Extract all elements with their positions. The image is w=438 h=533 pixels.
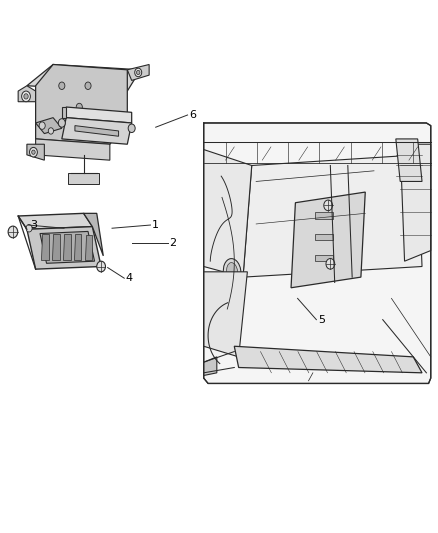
Text: 1: 1	[152, 220, 159, 230]
Bar	[68, 173, 99, 184]
Circle shape	[48, 128, 53, 134]
Circle shape	[135, 68, 142, 77]
Polygon shape	[291, 192, 365, 288]
Polygon shape	[40, 231, 95, 263]
Ellipse shape	[226, 263, 238, 281]
Circle shape	[58, 119, 65, 127]
Circle shape	[128, 124, 135, 133]
Polygon shape	[127, 64, 149, 80]
Polygon shape	[75, 126, 119, 136]
Circle shape	[137, 70, 140, 75]
Circle shape	[29, 148, 37, 157]
Polygon shape	[62, 118, 132, 144]
Circle shape	[21, 91, 30, 102]
Circle shape	[85, 82, 91, 90]
Text: 2: 2	[170, 238, 177, 247]
Polygon shape	[243, 155, 422, 277]
Bar	[315, 212, 332, 219]
Circle shape	[326, 259, 335, 269]
Text: 6: 6	[189, 110, 196, 120]
Circle shape	[32, 150, 35, 155]
Bar	[315, 233, 332, 240]
Polygon shape	[85, 235, 92, 260]
Polygon shape	[74, 235, 81, 260]
Polygon shape	[66, 107, 132, 123]
Circle shape	[97, 261, 106, 272]
Polygon shape	[41, 234, 49, 260]
Polygon shape	[62, 107, 66, 118]
Polygon shape	[35, 139, 110, 160]
Ellipse shape	[223, 259, 241, 285]
Polygon shape	[18, 86, 35, 102]
Circle shape	[324, 200, 332, 211]
Polygon shape	[204, 150, 252, 277]
Circle shape	[24, 94, 28, 99]
Text: 5: 5	[318, 314, 325, 325]
Polygon shape	[27, 64, 141, 91]
Text: 4: 4	[126, 273, 133, 283]
Polygon shape	[27, 144, 44, 160]
Circle shape	[26, 224, 32, 232]
Polygon shape	[35, 118, 62, 134]
Polygon shape	[204, 357, 217, 375]
Polygon shape	[52, 234, 60, 260]
Polygon shape	[396, 139, 422, 181]
Bar	[315, 255, 332, 261]
Circle shape	[8, 226, 18, 238]
Polygon shape	[63, 235, 71, 260]
Polygon shape	[400, 144, 431, 261]
Polygon shape	[35, 64, 127, 144]
Polygon shape	[234, 346, 422, 373]
Polygon shape	[18, 213, 92, 229]
Polygon shape	[204, 123, 431, 383]
Text: 3: 3	[30, 220, 37, 230]
Circle shape	[76, 103, 82, 111]
Polygon shape	[84, 213, 103, 256]
Polygon shape	[204, 272, 247, 357]
Circle shape	[39, 122, 45, 130]
Circle shape	[59, 82, 65, 90]
Polygon shape	[27, 227, 101, 269]
